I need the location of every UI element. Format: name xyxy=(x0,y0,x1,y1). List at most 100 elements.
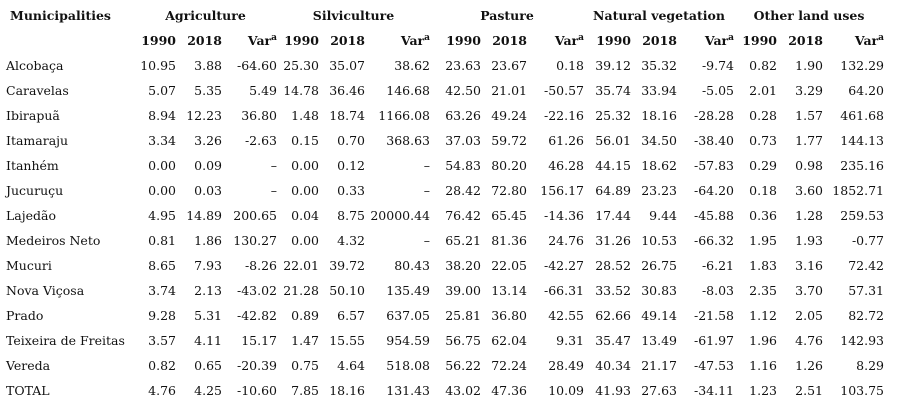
table-cell: -42.27 xyxy=(543,258,584,273)
table-cell: 10.95 xyxy=(140,58,176,73)
municipality-name: Vereda xyxy=(6,358,51,373)
table-cell: 368.63 xyxy=(386,133,430,148)
year-header: 2018 xyxy=(788,33,823,48)
table-cell: 1.26 xyxy=(795,358,823,373)
table-cell: 38.62 xyxy=(394,58,430,73)
table-cell: 25.30 xyxy=(283,58,319,73)
table-cell: 4.64 xyxy=(337,358,365,373)
table-cell: 3.34 xyxy=(148,133,176,148)
table-cell: 49.24 xyxy=(491,108,527,123)
table-cell: 4.95 xyxy=(148,208,176,223)
table-cell: 15.17 xyxy=(241,333,277,348)
table-cell: 1.83 xyxy=(749,258,777,273)
table-cell: 3.29 xyxy=(795,83,823,98)
year-header: 2018 xyxy=(642,33,677,48)
table-cell: 25.81 xyxy=(445,308,481,323)
table-cell: 65.21 xyxy=(445,233,481,248)
table-cell: 44.15 xyxy=(595,158,631,173)
table-cell: 21.28 xyxy=(283,283,319,298)
table-cell: 1.57 xyxy=(795,108,823,123)
table-cell: 36.80 xyxy=(241,108,277,123)
table-row: Caravelas 5.07 5.35 5.49 14.78 36.46 146.68 42.… xyxy=(4,78,884,103)
table-cell: 1.96 xyxy=(749,333,777,348)
table-cell: 35.47 xyxy=(595,333,631,348)
table-cell: 0.70 xyxy=(337,133,365,148)
table-cell: 57.31 xyxy=(848,283,884,298)
municipalities-header: Municipalities xyxy=(10,8,111,23)
table-cell: 135.49 xyxy=(386,283,430,298)
table-cell: 22.01 xyxy=(283,258,319,273)
table-cell: -64.20 xyxy=(693,183,734,198)
table-cell: 3.57 xyxy=(148,333,176,348)
table-cell: – xyxy=(423,233,430,248)
table-cell: 38.20 xyxy=(445,258,481,273)
table-cell: 0.82 xyxy=(749,58,777,73)
pasture-header: Pasture xyxy=(480,8,534,23)
table-cell: 39.12 xyxy=(595,58,631,73)
table-cell: 2.05 xyxy=(795,308,823,323)
table-cell: 3.16 xyxy=(795,258,823,273)
agriculture-header: Agriculture xyxy=(165,8,246,23)
var-superscript: a xyxy=(271,32,277,43)
table-cell: 0.89 xyxy=(291,308,319,323)
table-cell: 10.09 xyxy=(548,383,584,398)
table-cell: 0.18 xyxy=(749,183,777,198)
table-cell: 10.53 xyxy=(641,233,677,248)
table-cell: 4.76 xyxy=(795,333,823,348)
table-cell: 47.36 xyxy=(491,383,527,398)
table-cell: 2.51 xyxy=(795,383,823,398)
table-cell: 0.12 xyxy=(337,158,365,173)
table-cell: 0.29 xyxy=(749,158,777,173)
table-cell: – xyxy=(423,158,430,173)
table-cell: 15.55 xyxy=(329,333,365,348)
table-cell: 1.12 xyxy=(749,308,777,323)
table-cell: 40.34 xyxy=(595,358,631,373)
table-cell: 5.35 xyxy=(194,83,222,98)
var-label: Var xyxy=(854,33,879,49)
silviculture-header: Silviculture xyxy=(312,8,395,23)
municipality-name: Itanhém xyxy=(6,158,59,173)
municipality-name: Mucuri xyxy=(6,258,52,273)
var-superscript: a xyxy=(578,32,584,43)
table-cell: -8.03 xyxy=(701,283,734,298)
table-cell: 18.74 xyxy=(329,108,365,123)
table-cell: 14.89 xyxy=(186,208,222,223)
table-cell: 28.42 xyxy=(445,183,481,198)
other-land-uses-header: Other land uses xyxy=(753,8,865,23)
table-cell: 22.05 xyxy=(491,258,527,273)
municipality-name: TOTAL xyxy=(6,383,50,398)
table-cell: 1.47 xyxy=(291,333,319,348)
table-cell: 5.07 xyxy=(148,83,176,98)
var-superscript: a xyxy=(728,32,734,43)
table-cell: 20000.44 xyxy=(370,208,430,223)
var-superscript: a xyxy=(878,32,884,43)
year-header: 1990 xyxy=(446,33,481,48)
header-spacer xyxy=(4,28,134,53)
header-sub-row: 1990 2018 Vara 1990 2018 Vara 1990 2018 Vara 1990… xyxy=(4,28,884,53)
table-cell: -34.11 xyxy=(693,383,734,398)
table-cell: 103.75 xyxy=(840,383,884,398)
table-cell: 1.90 xyxy=(795,58,823,73)
table-cell: 1.86 xyxy=(194,233,222,248)
table-cell: – xyxy=(423,183,430,198)
table-cell: 81.36 xyxy=(491,233,527,248)
table-cell: 2.13 xyxy=(194,283,222,298)
table-cell: 8.65 xyxy=(148,258,176,273)
table-cell: -14.36 xyxy=(543,208,584,223)
table-cell: 28.49 xyxy=(548,358,584,373)
table-cell: -66.32 xyxy=(693,233,734,248)
table-cell: 63.26 xyxy=(445,108,481,123)
table-cell: 64.89 xyxy=(595,183,631,198)
table-cell: 56.22 xyxy=(445,358,481,373)
municipality-name: Medeiros Neto xyxy=(6,233,101,248)
table-cell: 28.52 xyxy=(595,258,631,273)
table-body: Alcobaça 10.95 3.88 -64.60 25.30 35.07 38.62 23… xyxy=(4,53,884,403)
table-row: Itamaraju 3.34 3.26 -2.63 0.15 0.70 368.63 37.0… xyxy=(4,128,884,153)
table-cell: -20.39 xyxy=(236,358,277,373)
table-cell: 35.74 xyxy=(595,83,631,98)
table-cell: 9.28 xyxy=(148,308,176,323)
var-label: Var xyxy=(704,33,729,49)
table-cell: 1166.08 xyxy=(378,108,430,123)
table-cell: -47.53 xyxy=(693,358,734,373)
table-row: Nova Viçosa 3.74 2.13 -43.02 21.28 50.10 135.4… xyxy=(4,278,884,303)
